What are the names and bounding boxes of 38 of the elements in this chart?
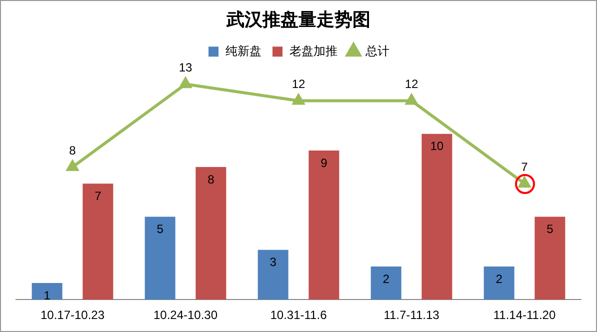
point <box>180 78 192 88</box>
point <box>406 94 418 105</box>
data-label: 12 <box>292 77 306 92</box>
x-tick-label: 10.24-10.30 <box>153 308 218 322</box>
data-label: 9 <box>320 156 328 170</box>
data-label: 7 <box>94 188 102 203</box>
chart-title: 武汉推盘量走势图 <box>226 9 370 30</box>
bar <box>422 134 452 300</box>
legend-label: 纯新盘 <box>226 44 262 58</box>
bar <box>144 216 176 300</box>
x-tick-label: 10.17-10.23 <box>40 308 105 322</box>
bar <box>258 250 288 300</box>
legend-label: 总计 <box>364 44 390 58</box>
bar <box>484 266 514 300</box>
bar <box>82 184 114 300</box>
data-label: 10 <box>430 139 444 154</box>
data-label: 2 <box>496 272 503 286</box>
legend-label: 老盘加推 <box>290 44 338 58</box>
bar <box>32 283 62 300</box>
data-label: 2 <box>382 272 390 286</box>
data-label: 13 <box>178 60 192 74</box>
data-label: 1 <box>44 288 51 302</box>
data-label: 5 <box>546 222 554 236</box>
data-label: 12 <box>404 77 418 92</box>
data-label: 7 <box>521 160 528 174</box>
data-label: 3 <box>270 255 277 270</box>
bar <box>370 266 402 300</box>
data-label: 8 <box>208 172 215 186</box>
x-tick-label: 11.14-11.20 <box>493 308 556 322</box>
bar <box>534 216 566 300</box>
x-tick-label: 11.7-11.13 <box>384 308 440 322</box>
point <box>292 94 304 105</box>
data-label: 5 <box>156 222 164 236</box>
data-label: 8 <box>69 143 76 158</box>
bar <box>308 150 340 300</box>
x-tick-label: 10.31-11.6 <box>270 308 328 322</box>
bar <box>196 167 226 300</box>
point <box>66 160 78 172</box>
